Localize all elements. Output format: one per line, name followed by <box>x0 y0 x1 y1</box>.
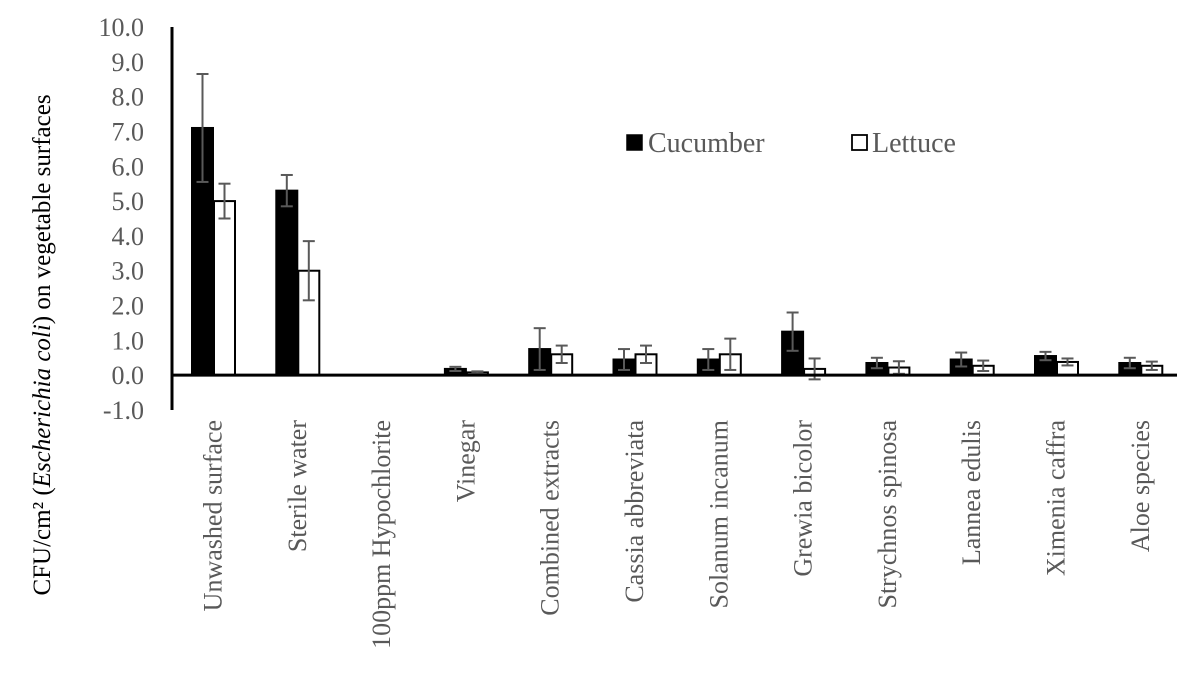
y-tick-label: 1.0 <box>112 326 145 355</box>
lettuce-bar <box>213 200 236 377</box>
category-label: Ximenia caffra <box>1042 420 1071 577</box>
y-axis-title: CFU/cm² (Escherichia coli) on vegetable … <box>29 94 56 595</box>
lettuce-error-bar <box>302 240 315 302</box>
y-title-italic: Escherichia coli <box>29 324 56 488</box>
category-label: Sterile water <box>283 420 312 552</box>
cucumber-error-bar <box>786 311 799 352</box>
cucumber-error-bar <box>618 348 630 371</box>
legend-item-lettuce: Lettuce <box>851 128 956 159</box>
cucumber-error-bar <box>702 348 715 371</box>
lettuce-error-bar <box>555 344 568 364</box>
cucumber-error-bar <box>1123 356 1136 370</box>
y-tick-label: 2.0 <box>112 292 145 321</box>
lettuce-error-bar <box>640 344 652 364</box>
legend-swatch-cucumber <box>626 134 643 151</box>
legend-label-cucumber: Cucumber <box>648 128 765 159</box>
lettuce-error-bar <box>218 182 231 220</box>
y-title-prefix: CFU/cm² ( <box>29 487 56 595</box>
legend-label-lettuce: Lettuce <box>872 128 956 159</box>
lettuce-error-bar <box>977 359 990 373</box>
cucumber-error-bar <box>955 351 968 368</box>
y-axis-ticks: 10.0 9.0 8.0 7.0 6.0 5.0 4.0 3.0 2.0 1.0 0.0 -1.0 <box>99 13 145 425</box>
category-label: Combined extracts <box>536 420 565 616</box>
y-tick-label: 0.0 <box>112 361 145 390</box>
cucumber-error-bar <box>196 73 209 183</box>
lettuce-error-bar <box>471 370 484 375</box>
axes <box>170 27 1177 410</box>
lettuce-error-bar <box>724 337 737 371</box>
cucumber-bar <box>275 189 299 377</box>
y-tick-label: 3.0 <box>112 257 145 286</box>
y-tick-label: 4.0 <box>112 222 145 251</box>
y-tick-label: 8.0 <box>112 83 145 112</box>
cucumber-error-bar <box>1039 350 1052 362</box>
bars <box>191 126 1164 377</box>
category-label: Strychnos spinosa <box>873 420 902 609</box>
error-bars <box>196 73 1158 381</box>
cucumber-error-bar <box>533 327 546 371</box>
category-label: Cassia abbreviata <box>620 420 649 603</box>
y-axis-title-text: CFU/cm² (Escherichia coli) on vegetable … <box>29 94 56 595</box>
y-tick-label: 10.0 <box>99 13 145 42</box>
category-label: 100ppm Hypochlorite <box>367 420 396 649</box>
legend: Cucumber Lettuce <box>626 128 956 159</box>
category-label: Unwashed surface <box>199 420 228 611</box>
cucumber-error-bar <box>449 365 462 373</box>
y-tick-label: 7.0 <box>112 117 145 146</box>
y-tick-label: -1.0 <box>103 396 144 425</box>
x-axis-categories: Unwashed surface Sterile water 100ppm Hypo… <box>199 420 1155 649</box>
lettuce-error-bar <box>1061 357 1074 367</box>
y-title-suffix: ) on vegetable surfaces <box>29 94 56 324</box>
category-label: Solanum incanum <box>704 420 733 608</box>
legend-item-cucumber: Cucumber <box>626 128 765 159</box>
category-label: Aloe species <box>1126 420 1155 552</box>
legend-swatch-lettuce <box>851 134 868 151</box>
y-tick-label: 5.0 <box>112 187 145 216</box>
category-label: Lannea edulis <box>957 420 986 565</box>
cucumber-error-bar <box>870 356 883 370</box>
lettuce-error-bar <box>1145 360 1158 371</box>
category-label: Grewia bicolor <box>789 420 818 577</box>
category-label: Vinegar <box>451 420 480 503</box>
y-tick-label: 9.0 <box>112 48 145 77</box>
y-tick-label: 6.0 <box>112 152 145 181</box>
cucumber-error-bar <box>280 173 293 208</box>
